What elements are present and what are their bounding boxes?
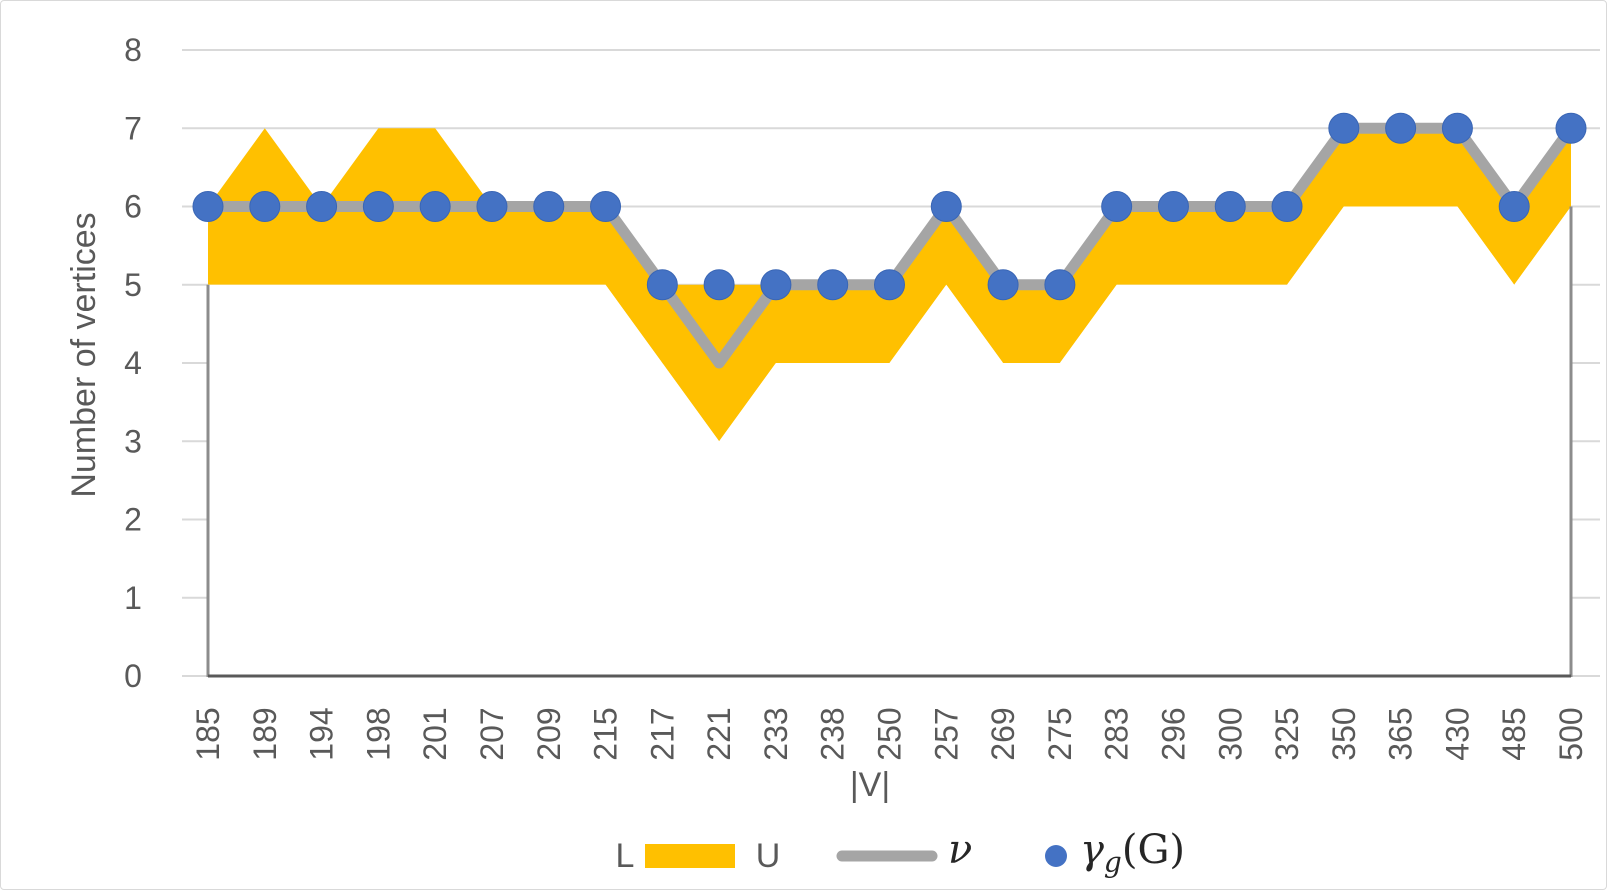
x-tick-194: 194 <box>304 707 340 760</box>
gamma-point-257 <box>930 191 962 222</box>
y-tick-8: 8 <box>124 32 142 68</box>
gamma-point-296 <box>1157 191 1189 222</box>
x-tick-283: 283 <box>1099 707 1135 760</box>
gamma-point-269 <box>987 269 1019 301</box>
x-axis-title: |V| <box>850 766 890 804</box>
x-tick-233: 233 <box>758 707 794 760</box>
y-tick-0: 0 <box>124 658 142 694</box>
legend-label-l: L <box>616 837 635 875</box>
x-tick-500: 500 <box>1553 707 1589 760</box>
legend-label-gamma: γg(G) <box>1080 827 1185 879</box>
y-tick-5: 5 <box>124 267 142 303</box>
gamma-point-485 <box>1498 191 1530 222</box>
x-tick-250: 250 <box>872 707 908 760</box>
lower-area-fill <box>208 206 1571 676</box>
y-tick-6: 6 <box>124 189 142 225</box>
x-tick-201: 201 <box>417 707 453 760</box>
gamma-point-201 <box>419 191 451 222</box>
y-tick-labels: 0 1 2 3 4 5 6 7 8 <box>124 32 142 694</box>
y-tick-3: 3 <box>124 423 142 459</box>
gamma-point-430 <box>1441 112 1473 144</box>
x-tick-189: 189 <box>247 707 283 760</box>
legend-gamma-symbol: γ <box>1080 827 1104 873</box>
x-tick-275: 275 <box>1042 707 1078 760</box>
x-tick-215: 215 <box>588 707 624 760</box>
x-tick-269: 269 <box>985 707 1021 760</box>
x-tick-365: 365 <box>1383 707 1419 760</box>
gamma-point-207 <box>476 191 508 222</box>
gamma-point-250 <box>874 269 905 301</box>
gamma-point-209 <box>533 191 565 222</box>
gamma-point-215 <box>590 191 622 222</box>
legend-gamma-subscript: g <box>1104 846 1122 879</box>
legend-dot-swatch <box>1045 845 1067 867</box>
gamma-point-283 <box>1101 191 1133 222</box>
x-tick-221: 221 <box>701 707 737 760</box>
gamma-point-350 <box>1328 112 1360 144</box>
plot-frame <box>206 206 1573 678</box>
y-tick-4: 4 <box>124 345 142 381</box>
legend-gamma-argument: (G) <box>1122 827 1185 873</box>
gamma-point-217 <box>646 269 678 301</box>
gamma-point-185 <box>192 191 224 222</box>
x-tick-296: 296 <box>1155 707 1191 760</box>
gamma-point-365 <box>1385 112 1417 144</box>
x-tick-350: 350 <box>1326 707 1362 760</box>
gamma-point-233 <box>760 269 792 301</box>
y-tick-2: 2 <box>124 502 142 538</box>
x-tick-430: 430 <box>1439 707 1475 760</box>
legend-label-nu: ν <box>948 827 972 873</box>
gamma-point-194 <box>306 191 338 222</box>
x-tick-labels: 185 189 194 198 201 207 209 215 217 221 233 238 250 2… <box>190 707 1589 760</box>
gamma-series-points <box>192 112 1587 301</box>
gamma-point-198 <box>362 191 394 222</box>
gamma-point-189 <box>249 191 281 222</box>
x-tick-207: 207 <box>474 707 510 760</box>
gamma-point-300 <box>1214 191 1246 222</box>
gamma-point-221 <box>703 269 735 301</box>
gamma-point-325 <box>1271 191 1303 222</box>
y-tick-1: 1 <box>124 580 142 616</box>
x-tick-217: 217 <box>644 707 680 760</box>
legend: L U ν γg(G) <box>616 827 1185 879</box>
legend-label-u: U <box>756 837 781 875</box>
y-axis-title: Number of vertices <box>65 212 103 497</box>
x-tick-209: 209 <box>531 707 567 760</box>
x-tick-238: 238 <box>815 707 851 760</box>
x-tick-325: 325 <box>1269 707 1305 760</box>
y-tick-7: 7 <box>124 110 142 146</box>
x-tick-300: 300 <box>1212 707 1248 760</box>
gamma-point-238 <box>817 269 849 301</box>
legend-band-swatch <box>645 844 735 868</box>
x-tick-485: 485 <box>1496 707 1532 760</box>
gamma-point-500 <box>1555 112 1587 144</box>
x-tick-185: 185 <box>190 707 226 760</box>
x-tick-198: 198 <box>360 707 396 760</box>
x-tick-257: 257 <box>928 707 964 760</box>
gamma-point-275 <box>1044 269 1076 301</box>
